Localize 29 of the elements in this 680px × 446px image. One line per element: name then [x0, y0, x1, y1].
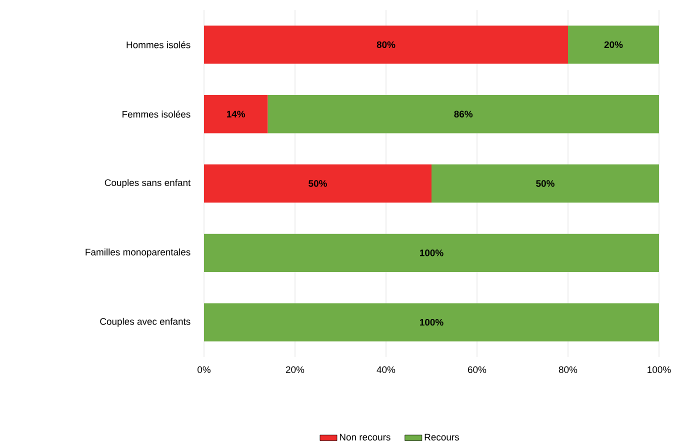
bar: [268, 95, 660, 134]
y-tick-label: Femmes isolées: [122, 110, 190, 118]
legend-label: Non recours: [340, 434, 390, 440]
data-label: 20%: [604, 41, 623, 48]
y-tick-label: Familles monoparentales: [86, 248, 190, 258]
legend-label: Recours: [424, 434, 459, 440]
bar: [204, 164, 432, 203]
data-label: 50%: [536, 180, 554, 187]
data-label: 100%: [420, 250, 444, 256]
x-tick-label: 0%: [198, 366, 210, 374]
bar: [204, 234, 660, 272]
bar: [568, 26, 660, 64]
y-tick-label: Hommes isolés: [126, 41, 190, 48]
x-tick-label: 100%: [648, 366, 671, 374]
x-tick-label: 80%: [558, 366, 578, 374]
bar: [204, 26, 568, 64]
bar: [204, 95, 268, 134]
data-label: 50%: [308, 180, 327, 187]
y-tick-label: Couples sans enfant: [104, 179, 191, 188]
data-label: 100%: [420, 318, 444, 326]
data-label: 80%: [376, 41, 396, 48]
bar: [204, 303, 660, 342]
x-tick-label: 20%: [286, 366, 304, 374]
data-label: 14%: [226, 110, 246, 118]
bar: [432, 164, 660, 203]
x-tick-label: 40%: [376, 366, 396, 374]
data-label: 86%: [454, 110, 473, 118]
x-tick-label: 60%: [468, 366, 486, 374]
y-tick-label: Couples avec enfants: [100, 318, 190, 327]
